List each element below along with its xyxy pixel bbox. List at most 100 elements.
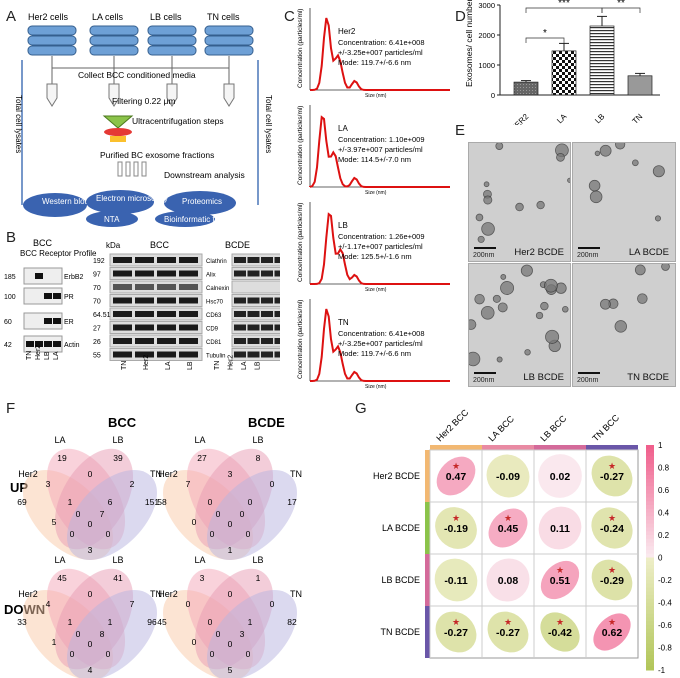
exosome-particle [540,301,549,311]
blot-band [179,284,198,290]
blot-band [234,324,246,331]
nta-curve [310,17,450,91]
blot-band [247,270,260,277]
blot-band [234,270,246,277]
colorbar-segment [646,580,654,585]
venn-count: 4 [46,599,51,609]
colorbar-segment [646,448,654,453]
blot-band [157,270,176,277]
blot-band [234,338,246,344]
significance-star: ★ [452,513,460,523]
corr-ellipse [591,507,633,549]
venn-bcc-title: BCC [108,415,137,430]
colorbar-segment [646,512,654,517]
exosome-particle [654,215,662,222]
nta-curve [310,308,450,382]
corr-ellipse [436,456,476,496]
corr-value: 0.45 [498,523,519,535]
scale-bar [578,372,600,374]
kda-value: 26 [93,339,101,346]
exosome-particle [480,305,495,320]
col-label: TN BCC [590,412,621,443]
venn-count: 0 [76,629,81,639]
kda-value: 60 [4,319,12,326]
corr-ellipse [435,507,477,549]
blot-band [113,257,132,263]
nta-xlabel: Size (nm) [365,384,387,390]
blot-band [135,284,154,290]
venn-set-label: Her2 [18,469,38,479]
em-tile-label: LA BCDE [628,247,669,258]
corr-value: 0.02 [550,471,571,483]
panel-letter-a: A [6,8,17,25]
venn-set-label: LB [112,555,123,565]
venn-panel: BCC BCDE UP DOWN 691939151320160705300He… [4,415,302,678]
blot-row [231,280,280,294]
venn-count: 151 [145,497,159,507]
venn-set-label: TN [150,469,162,479]
blot-band [261,270,273,277]
corr-ellipse [591,559,633,601]
significance-star: ★ [452,617,460,627]
venn-set-label: TN [290,469,302,479]
blot-band [157,297,176,304]
blot-band [157,284,176,290]
blot-row [23,287,63,305]
colorbar-segment [646,628,654,633]
venn-count: 0 [208,617,213,627]
colorbar-segment [646,456,654,461]
panel-letter-d: D [455,8,466,25]
venn-count: 0 [246,529,251,539]
colorbar-segment [646,467,654,472]
blot-band [179,338,198,344]
venn-set-tn [207,470,297,560]
significance-bracket [525,37,565,43]
exosome-particle [545,329,560,344]
colorbar-segment [646,531,654,536]
colorbar-segment [646,576,654,581]
exosome-particle [474,293,485,305]
method-western: Western blot [42,197,88,206]
blot-band [261,338,273,344]
ultra-label: Ultracentrifugation steps [132,116,224,126]
blot-band [113,311,132,317]
colorbar-tick: -0.2 [658,576,672,585]
colorbar-segment [646,463,654,468]
colorbar-segment [646,553,654,558]
nta-error: +/-3.25e+007 particles/ml [338,339,423,348]
nta-mode: Mode: 125.5+/-1.6 nm [338,252,412,261]
blot-band [135,338,154,344]
exosome-particle [483,181,490,188]
kda-value: 64.51 [93,312,111,319]
nta-error: +/-1.17e+007 particles/ml [338,242,423,251]
significance-star: ★ [556,617,564,627]
exosome-particle [634,264,646,276]
col-color-strip [430,445,482,450]
exosome-particle [567,177,570,183]
colorbar-segment [646,606,654,611]
protein-label: PR [64,294,74,301]
venn-count: 8 [100,629,105,639]
venn-count: 3 [88,545,93,555]
corr-value: -0.11 [444,575,468,587]
venn-count: 0 [88,519,93,529]
exosome-particle [632,159,639,167]
blot-band [274,311,280,317]
venn-set-label: LB [252,435,263,445]
lane-label: LB [187,361,194,370]
blot-band [179,270,198,277]
corr-value: 0.08 [498,575,519,587]
scale-label: 200nm [577,377,599,384]
venn-set-label: LB [252,555,263,565]
corr-value: -0.27 [444,627,468,639]
blot-band [135,297,154,304]
venn-count: 1 [256,573,261,583]
colorbar-segment [646,561,654,566]
western-blot-panel: BCC BCC Receptor Profile BCC BCDE kDa 18… [4,238,280,370]
venn-set-label: TN [150,589,162,599]
exosome-particle [599,144,612,157]
exosome-particle [589,190,603,204]
